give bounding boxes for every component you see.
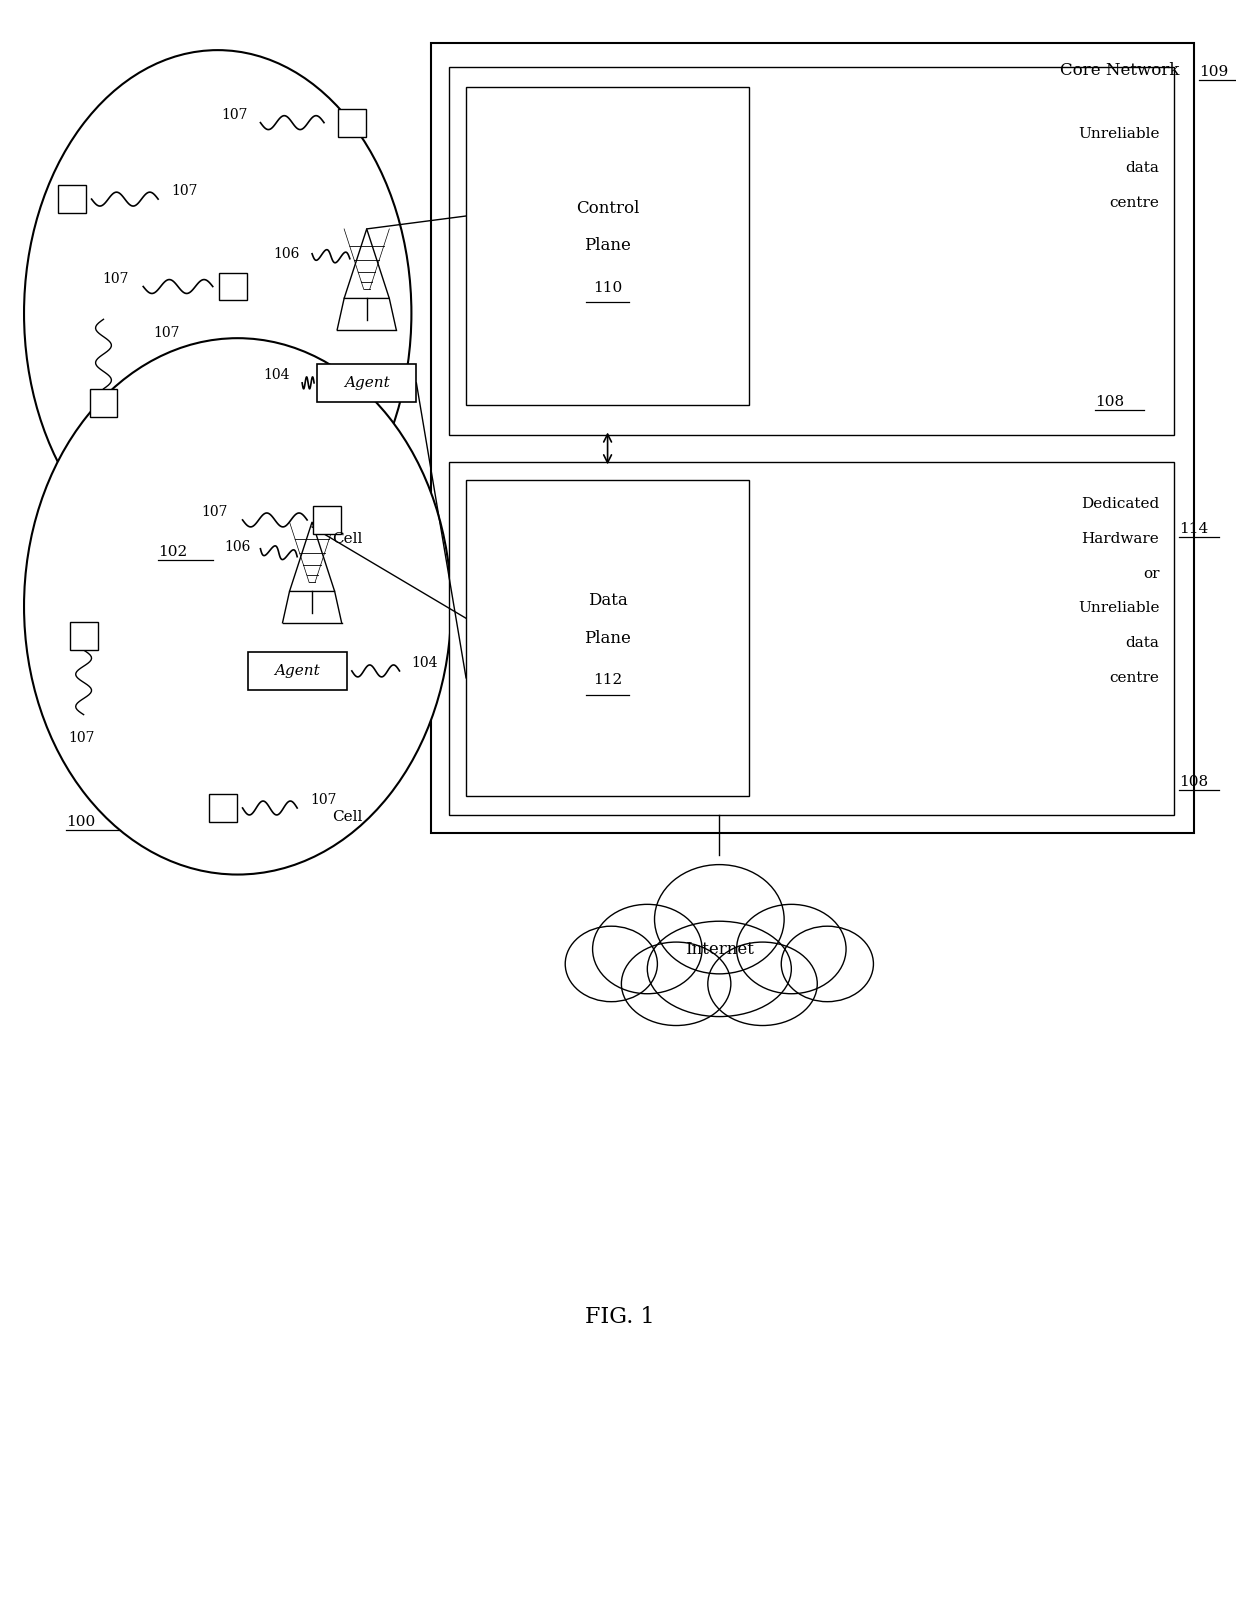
Bar [58, 186, 86, 213]
Bar [89, 389, 118, 416]
Text: 108: 108 [1095, 395, 1123, 408]
Text: Hardware: Hardware [1081, 533, 1159, 546]
Text: Plane: Plane [584, 237, 631, 255]
Text: Unreliable: Unreliable [1078, 126, 1159, 140]
Text: Cell: Cell [332, 810, 362, 825]
Text: data: data [1126, 161, 1159, 176]
Ellipse shape [655, 865, 784, 973]
Bar [449, 68, 1174, 434]
Ellipse shape [737, 904, 846, 994]
Bar [69, 623, 98, 650]
Ellipse shape [708, 943, 817, 1025]
Ellipse shape [621, 943, 730, 1025]
Text: data: data [1126, 636, 1159, 650]
Text: Internet: Internet [684, 941, 754, 957]
Text: Agent: Agent [343, 376, 389, 391]
Ellipse shape [24, 50, 412, 576]
Text: Dedicated: Dedicated [1081, 497, 1159, 512]
Bar [432, 44, 1194, 833]
Text: 109: 109 [1199, 65, 1229, 79]
Text: Agent: Agent [274, 663, 320, 678]
Bar [312, 507, 341, 534]
Text: 108: 108 [1179, 775, 1208, 789]
Bar [449, 462, 1174, 815]
Ellipse shape [565, 926, 657, 1002]
Text: 110: 110 [593, 281, 622, 294]
Text: Data: Data [588, 592, 627, 608]
Text: centre: centre [1110, 671, 1159, 684]
Bar [218, 273, 247, 300]
Text: 104: 104 [412, 655, 438, 670]
Text: 104: 104 [264, 368, 290, 383]
Ellipse shape [593, 904, 702, 994]
Text: 107: 107 [221, 108, 248, 121]
Text: Core Network: Core Network [1060, 63, 1179, 79]
Text: 106: 106 [274, 247, 300, 261]
Text: 107: 107 [310, 792, 336, 807]
Text: or: or [1143, 567, 1159, 581]
Text: 106: 106 [224, 539, 250, 554]
Text: 112: 112 [593, 673, 622, 688]
Text: 102: 102 [159, 546, 187, 558]
Bar [466, 87, 749, 405]
Text: Control: Control [575, 200, 640, 216]
Bar [208, 794, 237, 822]
Bar [339, 108, 366, 137]
Ellipse shape [647, 922, 791, 1017]
Text: Unreliable: Unreliable [1078, 602, 1159, 615]
Text: 107: 107 [154, 326, 180, 341]
Bar [466, 481, 749, 796]
Bar [248, 652, 347, 689]
Text: centre: centre [1110, 197, 1159, 210]
Text: 114: 114 [1179, 521, 1209, 536]
Text: Cell: Cell [332, 533, 362, 546]
Ellipse shape [24, 339, 451, 875]
Bar [317, 365, 417, 402]
Ellipse shape [781, 926, 873, 1002]
Text: 107: 107 [171, 184, 197, 199]
Text: 107: 107 [68, 731, 95, 744]
Text: 107: 107 [102, 271, 128, 286]
Text: 107: 107 [201, 505, 228, 520]
Text: 100: 100 [66, 815, 95, 830]
Text: FIG. 1: FIG. 1 [585, 1306, 655, 1328]
Text: Plane: Plane [584, 629, 631, 647]
